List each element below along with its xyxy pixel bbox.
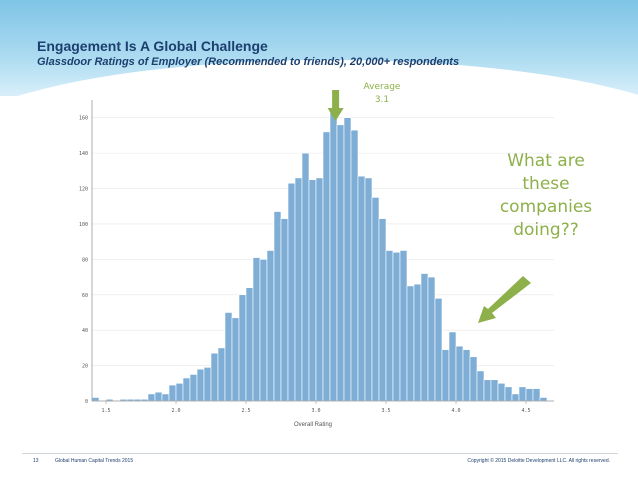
- histogram-bar: [462, 349, 471, 402]
- histogram-bar: [378, 218, 387, 402]
- histogram-bar: [252, 257, 261, 402]
- histogram-bar: [399, 250, 408, 402]
- histogram-bar: [196, 368, 205, 402]
- histogram-bar: [420, 273, 429, 402]
- histogram-bar: [336, 124, 345, 402]
- histogram-bar: [406, 285, 415, 402]
- histogram-bar: [238, 294, 247, 402]
- callout-line-2: these: [522, 174, 570, 194]
- slide-header-background: [0, 0, 638, 96]
- histogram-bar: [434, 298, 443, 402]
- slide-title: Engagement Is A Global Challenge: [37, 38, 268, 54]
- histogram-bar: [273, 211, 282, 402]
- histogram-bar: [189, 374, 198, 402]
- x-tick-label-3.5: 3.5: [381, 408, 390, 414]
- histogram-bar: [168, 384, 177, 402]
- slide-subtitle: Glassdoor Ratings of Employer (Recommend…: [37, 56, 460, 68]
- y-tick-label-60: 60: [82, 293, 88, 299]
- y-tick-label-0: 0: [85, 399, 88, 405]
- histogram-chart: 0 20 40 60 80 100 120 140 160 1.5 2.0 2.5 3.0 3.5 4.0…: [79, 90, 554, 428]
- x-tick-labels: 1.5 2.0 2.5 3.0 3.5 4.0 4.5: [101, 401, 531, 414]
- average-annotation: Average 3.1: [355, 81, 409, 107]
- histogram-bar: [161, 393, 170, 402]
- histogram-bar: [294, 177, 303, 402]
- histogram-bar: [329, 110, 338, 402]
- y-tick-label-160: 160: [79, 116, 88, 122]
- histogram-bar: [259, 259, 268, 402]
- histogram-bar: [392, 251, 401, 402]
- y-tick-label-100: 100: [79, 222, 88, 228]
- histogram-bar: [497, 382, 506, 402]
- histogram-bar: [385, 250, 394, 402]
- histogram-bar: [469, 356, 478, 402]
- x-axis-title: Overall Rating: [294, 422, 332, 428]
- y-tick-labels: 0 20 40 60 80 100 120 140 160: [79, 116, 88, 405]
- histogram-bar: [504, 386, 513, 402]
- histogram-bar: [427, 276, 436, 402]
- histogram-bar: [483, 379, 492, 402]
- histogram-bar: [203, 367, 212, 402]
- histogram-bar: [490, 379, 499, 402]
- histogram-bar: [224, 312, 233, 402]
- histogram-bar: [287, 182, 296, 402]
- histogram-bar: [476, 370, 485, 402]
- histogram-bar: [217, 347, 226, 402]
- average-value: 3.1: [374, 95, 390, 105]
- callout-line-4: doing??: [513, 220, 579, 240]
- callout-arrow-shape: [478, 276, 531, 323]
- histogram-bar: [371, 197, 380, 402]
- histogram-bar: [182, 377, 191, 402]
- y-tick-label-80: 80: [82, 257, 88, 263]
- histogram-bar: [280, 218, 289, 402]
- histogram-bar: [532, 388, 541, 402]
- x-tick-label-3.0: 3.0: [311, 408, 320, 414]
- histogram-bar: [301, 152, 310, 402]
- chart-axes: [91, 100, 554, 402]
- y-tick-label-120: 120: [79, 187, 88, 193]
- histogram-bar: [350, 129, 359, 402]
- histogram-bar: [518, 386, 527, 402]
- callout-line-3: companies: [499, 197, 593, 217]
- footer-divider: [22, 453, 618, 454]
- footer-report-title: Global Human Capital Trends 2015: [55, 458, 134, 464]
- x-tick-label-2.0: 2.0: [171, 408, 180, 414]
- histogram-bar: [413, 283, 422, 402]
- x-tick-label-2.5: 2.5: [241, 408, 250, 414]
- histogram-bar: [441, 349, 450, 402]
- histogram-bar: [322, 131, 331, 402]
- histogram-bar: [343, 117, 352, 402]
- histogram-bars: [91, 110, 548, 402]
- histogram-bar: [448, 331, 457, 402]
- callout-line-1: What are: [507, 151, 585, 171]
- footer-copyright: Copyright © 2015 Deloitte Development LL…: [467, 458, 610, 464]
- histogram-bar: [154, 391, 163, 402]
- average-label: Average: [363, 82, 401, 92]
- histogram-bar: [231, 317, 240, 402]
- histogram-bar: [245, 287, 254, 402]
- callout-arrow-icon: [478, 276, 531, 323]
- average-arrow-icon: [327, 90, 344, 121]
- histogram-bar: [210, 352, 219, 402]
- callout-text: What are these companies doing??: [488, 150, 604, 242]
- histogram-bar: [315, 177, 324, 402]
- y-tick-label-40: 40: [82, 328, 88, 334]
- histogram-bar: [364, 177, 373, 402]
- histogram-bar: [455, 345, 464, 402]
- x-tick-label-4.5: 4.5: [521, 408, 530, 414]
- x-tick-label-4.0: 4.0: [451, 408, 460, 414]
- histogram-bar: [175, 382, 184, 402]
- page-number: 13: [33, 458, 39, 464]
- histogram-bar: [147, 393, 156, 402]
- histogram-bar: [91, 397, 100, 402]
- histogram-bar: [511, 393, 520, 402]
- average-arrow-shape: [327, 90, 344, 121]
- histogram-bar: [266, 250, 275, 402]
- x-tick-label-1.5: 1.5: [101, 408, 110, 414]
- y-tick-label-20: 20: [82, 364, 88, 370]
- histogram-bar: [525, 388, 534, 402]
- histogram-bar: [308, 179, 317, 402]
- histogram-bar: [357, 175, 366, 402]
- histogram-bar: [539, 397, 548, 402]
- y-tick-label-140: 140: [79, 151, 88, 157]
